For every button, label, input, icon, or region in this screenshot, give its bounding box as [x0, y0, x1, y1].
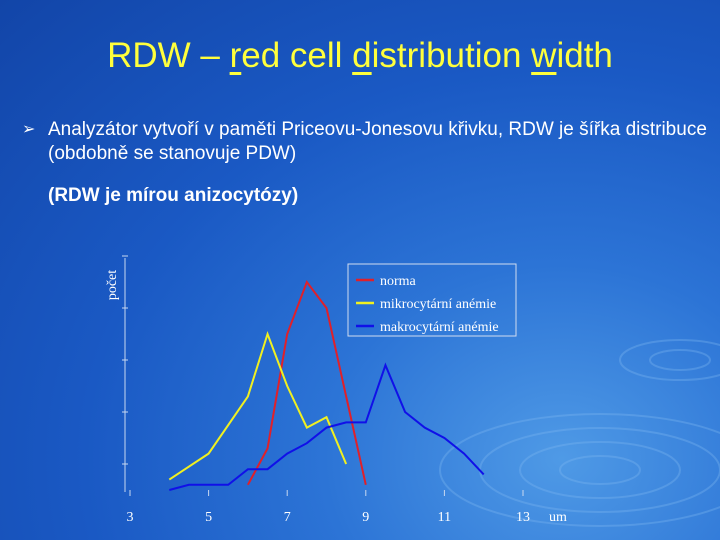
title-part: idth — [556, 36, 613, 75]
x-axis-label: um — [549, 510, 567, 525]
x-tick-label: 9 — [362, 510, 369, 525]
title-part: istribution — [371, 36, 532, 75]
bullet-text: Analyzátor vytvoří v paměti Priceovu-Jon… — [48, 119, 707, 164]
title-part: r — [229, 36, 242, 75]
slide-title: RDW – red cell distribution width — [0, 36, 720, 76]
bullet-icon: ➢ — [22, 121, 36, 138]
title-part: d — [352, 36, 372, 75]
series-line — [169, 362, 485, 491]
legend-label: makrocytární anémie — [380, 320, 499, 335]
title-part: w — [531, 36, 557, 75]
title-part: ed cell — [241, 36, 353, 75]
legend-box — [347, 263, 517, 337]
x-tick-label: 5 — [205, 510, 212, 525]
legend-label: norma — [380, 274, 417, 289]
x-tick-label: 11 — [438, 510, 451, 525]
x-tick-label: 3 — [127, 510, 134, 525]
legend-label: mikrocytární anémie — [380, 297, 496, 312]
x-tick-label: 7 — [284, 510, 291, 525]
bullet-note: (RDW je mírou anizocytózy) — [48, 185, 299, 206]
x-tick-label: 13 — [516, 510, 530, 525]
title-part: RDW – — [107, 36, 230, 75]
y-axis-label: počet — [105, 270, 120, 300]
series-line — [168, 330, 348, 481]
series-line — [247, 279, 367, 486]
